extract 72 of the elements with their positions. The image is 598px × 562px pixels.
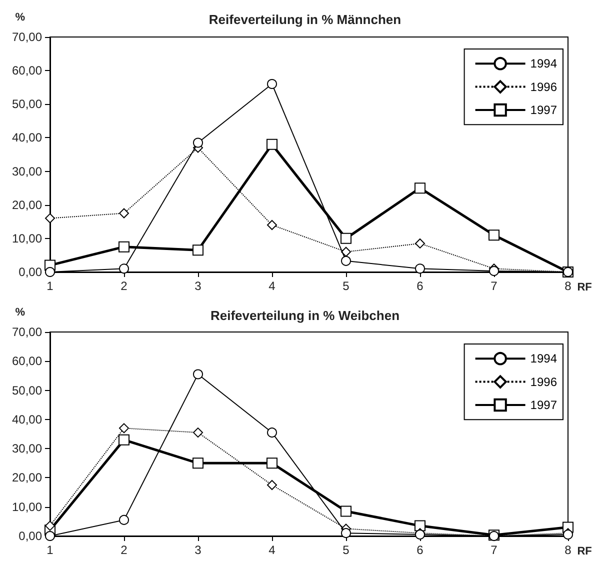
x-axis-title: RF	[577, 282, 592, 294]
legend-label: 1996	[530, 80, 558, 94]
point	[45, 520, 55, 531]
point	[266, 138, 278, 150]
y-tick-label: 60,00	[12, 354, 42, 368]
y-tick-label: 10,00	[12, 500, 42, 514]
point	[415, 238, 425, 248]
point	[267, 428, 277, 438]
legend-label: 1996	[530, 374, 558, 389]
x-tick-label: 3	[194, 543, 202, 557]
x-tick-label: 2	[120, 279, 128, 293]
point	[192, 244, 204, 256]
legend-label: 1997	[530, 103, 558, 117]
x-tick-label: 3	[194, 279, 202, 293]
x-tick-label: 2	[120, 543, 128, 557]
x-tick-label: 5	[342, 543, 350, 557]
y-tick-label: 10,00	[12, 231, 42, 246]
point	[414, 182, 426, 194]
y-tick-label: 50,00	[12, 383, 42, 398]
y-axis-title: %	[15, 12, 26, 24]
point	[119, 208, 129, 218]
x-tick-label: 1	[46, 279, 54, 293]
chart-title: Reifeverteilung in % Männchen	[208, 12, 402, 27]
point	[118, 241, 130, 252]
y-tick-label: 40,00	[12, 130, 42, 145]
point	[267, 480, 277, 490]
y-tick-label: 0,00	[18, 265, 42, 279]
y-tick-label: 40,00	[12, 412, 42, 426]
x-axis-title: RF	[577, 546, 592, 558]
point	[266, 458, 278, 469]
x-tick-label: 4	[268, 279, 276, 293]
y-tick-label: 30,00	[12, 164, 42, 178]
y-tick-label: 0,00	[18, 529, 42, 543]
x-tick-label: 7	[490, 279, 498, 293]
point	[341, 246, 351, 257]
y-tick-label: 60,00	[12, 64, 42, 78]
point	[341, 256, 351, 266]
point	[193, 138, 203, 148]
chart-title: Reifeverteilung in % Weibchen	[210, 308, 400, 323]
x-tick-label: 6	[416, 543, 424, 557]
legend-label: 1997	[530, 398, 558, 412]
x-tick-label: 6	[416, 279, 424, 293]
point	[193, 428, 203, 438]
y-tick-label: 70,00	[12, 325, 42, 339]
point	[340, 506, 352, 517]
y-tick-label: 30,00	[12, 442, 42, 456]
y-axis-title: %	[15, 306, 26, 318]
x-tick-label: 8	[564, 279, 572, 293]
point	[119, 423, 129, 434]
point	[45, 213, 55, 224]
point	[119, 514, 129, 525]
point	[341, 528, 351, 538]
y-tick-label: 70,00	[12, 30, 42, 44]
point	[193, 369, 203, 380]
point	[267, 79, 277, 89]
point	[192, 458, 204, 469]
x-tick-label: 4	[268, 543, 276, 557]
legend-label: 1994	[530, 56, 558, 71]
y-tick-label: 20,00	[12, 470, 42, 485]
point	[118, 434, 130, 446]
point	[119, 264, 129, 274]
point	[415, 264, 425, 274]
x-tick-label: 5	[342, 279, 350, 293]
point	[488, 230, 500, 241]
y-tick-label: 50,00	[12, 97, 42, 112]
legend-label: 1994	[530, 352, 558, 366]
y-tick-label: 20,00	[12, 198, 42, 212]
x-tick-label: 7	[490, 543, 498, 557]
x-tick-label: 1	[46, 543, 54, 557]
point	[340, 232, 352, 244]
x-tick-label: 8	[564, 543, 572, 557]
point	[267, 220, 277, 230]
